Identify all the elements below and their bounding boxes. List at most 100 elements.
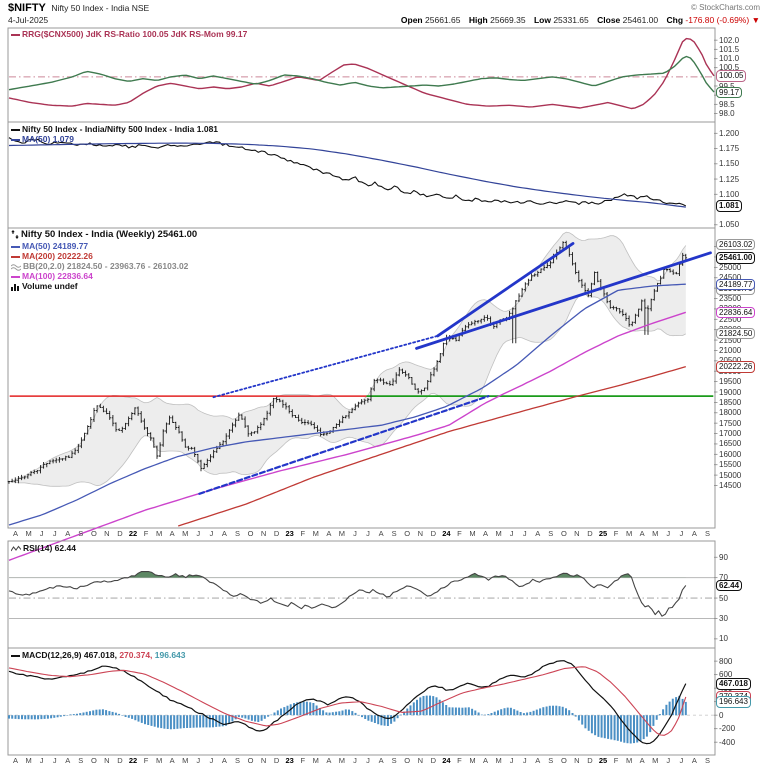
ratio-axis-tick-label: 1.100 <box>719 189 740 199</box>
chart-date: 4-Jul-2025 <box>8 15 49 25</box>
x-axis-month-label: M <box>25 756 32 765</box>
ratio-axis-tick-label: 1.125 <box>719 174 740 184</box>
macd-histogram-bar <box>118 713 121 716</box>
rrg-axis-tick-label: 100.5 <box>719 63 740 73</box>
x-axis-month-label: A <box>326 529 332 538</box>
rrg-axis-tick-label: 99.5 <box>719 82 735 91</box>
price-axis-tick-label: 21500 <box>719 335 742 345</box>
price-axis-tick-label: 25000 <box>719 262 742 272</box>
x-axis-month-label: N <box>260 529 267 538</box>
price-value-badge: 24189.77 <box>716 278 756 291</box>
macd-histogram-bar <box>561 706 564 716</box>
x-axis-month-label: M <box>625 529 633 538</box>
macd-histogram-bar <box>8 715 10 719</box>
price-axis-tick-label: 24500 <box>719 273 742 283</box>
ratio-ratio-line <box>8 137 687 207</box>
trendline-annotation-3 <box>415 251 712 350</box>
macd-histogram-bar <box>383 715 386 726</box>
macd-histogram-bar <box>241 715 244 718</box>
stockcharts-credit: © StockCharts.com <box>690 3 760 12</box>
rsi-axis-tick-label: 30 <box>719 614 728 623</box>
ratio-axis-tick-label: 1.050 <box>719 220 740 230</box>
x-axis-month-label: F <box>143 529 149 538</box>
x-axis-month-label: M <box>469 529 476 538</box>
x-axis-month-label: D <box>273 756 280 765</box>
macd-histogram-bar <box>53 715 56 718</box>
legend-text: MA(100) 22836.64 <box>22 271 93 281</box>
macd-histogram-bar <box>50 715 53 719</box>
x-axis-month-label: F <box>300 756 306 765</box>
symbol-name: Nifty 50 Index - India NSE <box>51 3 150 13</box>
price-axis-tick-label: 22500 <box>719 314 742 324</box>
macd-histogram-bar <box>163 715 166 729</box>
macd-histogram-bar <box>114 712 117 716</box>
x-axis-month-label: N <box>574 756 580 765</box>
macd-histogram-bar <box>671 698 674 716</box>
macd-histogram-bar <box>257 715 260 722</box>
macd-histogram-bar <box>244 715 247 719</box>
macd-histogram-bar <box>409 705 412 716</box>
x-axis-year-label: 24 <box>442 756 451 765</box>
price-axis-tick-label: 17500 <box>719 418 742 428</box>
x-axis-year-label: 25 <box>598 529 608 538</box>
macd-histogram-bar <box>558 706 561 716</box>
x-axis-month-label: M <box>495 756 502 765</box>
open-label: Open <box>400 15 423 25</box>
macd-histogram-bar <box>526 712 529 716</box>
macd-histogram-bar <box>250 715 253 721</box>
rrg-value-badge: 100.05 <box>716 70 747 82</box>
legend-text: MA(50) 24189.77 <box>22 241 89 251</box>
macd-histogram-bar <box>59 715 62 717</box>
macd-histogram-bar <box>458 707 461 716</box>
x-axis-month-label: D <box>587 756 593 765</box>
macd-histogram-bar <box>11 715 14 719</box>
x-axis-month-label: M <box>652 529 659 538</box>
macd-histogram-bar <box>684 701 687 716</box>
macd-histogram-bar <box>403 711 406 716</box>
price-axis-tick-label: 16000 <box>719 449 742 459</box>
macd-histogram-bar <box>429 695 431 716</box>
x-axis-year-label: 24 <box>442 529 451 538</box>
macd-histogram-bar <box>555 705 558 716</box>
x-axis-month-label: F <box>300 529 306 538</box>
x-axis-month-label: A <box>12 756 18 765</box>
macd-histogram-bar <box>335 711 338 716</box>
macd-histogram-bar <box>63 715 66 717</box>
price-legend-line: MA(50) 24189.77 <box>11 241 88 251</box>
macd-histogram-bar <box>322 710 325 716</box>
macd-histogram-bar <box>535 709 538 716</box>
legend-text: Nifty 50 Index - India (Weekly) 25461.00 <box>21 229 198 241</box>
legend-text: MA(50) 1.079 <box>22 134 74 144</box>
price-legend-line: Nifty 50 Index - India (Weekly) 25461.00 <box>11 230 197 240</box>
macd-histogram-bar <box>649 715 652 733</box>
price-axis-tick-label: 21000 <box>719 346 742 355</box>
x-axis-month-label: J <box>52 756 57 765</box>
x-axis-month-label: N <box>104 756 110 765</box>
x-axis-month-label: O <box>90 529 97 538</box>
macd-histogram-bar <box>620 715 622 742</box>
macd-histogram-bar <box>594 715 597 736</box>
macd-histogram-bar <box>82 712 85 716</box>
x-axis-month-label: J <box>52 529 57 538</box>
macd-histogram-bar <box>377 715 380 725</box>
x-axis-month-label: J <box>679 756 684 765</box>
x-axis-month-label: A <box>535 756 541 765</box>
x-axis-month-label: O <box>247 756 254 765</box>
macd-histogram-bar <box>225 715 227 726</box>
rrg-panel-border <box>7 27 716 123</box>
chart-header: $NIFTY Nifty 50 Index - India NSE © Stoc… <box>8 2 760 14</box>
macd-histogram-bar <box>503 708 506 716</box>
macd-value-badge: 467.018 <box>716 678 751 690</box>
macd-histogram-bar <box>565 708 567 716</box>
x-axis-month-label: M <box>182 529 189 538</box>
x-axis-month-label: A <box>221 756 227 765</box>
x-axis-month-label: J <box>209 529 214 538</box>
high-label: High <box>468 15 488 25</box>
macd-histogram-bar <box>40 715 43 720</box>
macd-histogram-bar <box>121 715 124 716</box>
x-axis-month-label: O <box>404 756 411 765</box>
macd-histogram-bar <box>92 710 95 716</box>
high-value: 25669.35 <box>490 15 526 25</box>
macd-histogram-bar <box>192 715 195 728</box>
price-value-badge: 21824.50 <box>716 327 756 340</box>
